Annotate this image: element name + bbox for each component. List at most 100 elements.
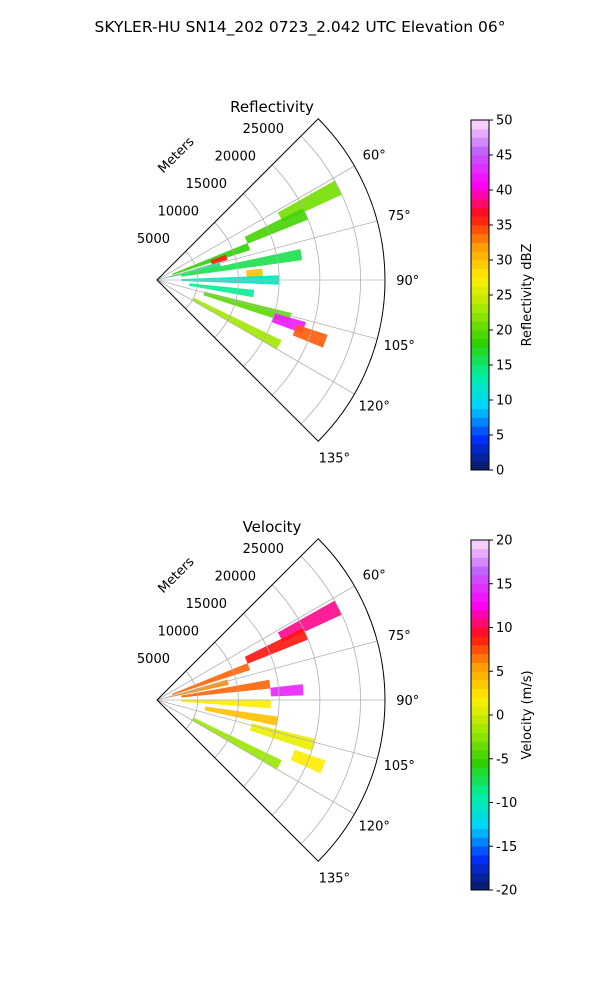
echo-cell — [192, 717, 282, 770]
colorbar-swatch — [471, 233, 489, 243]
echo-cell — [203, 291, 292, 324]
colorbar-swatch — [471, 671, 489, 681]
azimuth-spoke — [156, 699, 378, 760]
echo-cell — [210, 254, 228, 265]
colorbar-tick-label: -5 — [496, 752, 509, 767]
colorbar-tick-label: 25 — [496, 289, 513, 304]
angle-tick-label: 90° — [396, 694, 419, 709]
colorbar-swatch — [471, 557, 489, 567]
colorbar-swatch — [471, 181, 489, 191]
colorbar-swatch — [471, 303, 489, 313]
colorbar-tick-label: 45 — [496, 149, 513, 164]
colorbar-tick-label: 0 — [496, 709, 504, 724]
angle-tick-label: 120° — [359, 819, 390, 834]
colorbar-swatch — [471, 601, 489, 611]
echo-cell — [192, 297, 282, 350]
colorbar-swatch — [471, 172, 489, 182]
colorbar-tick-label: 40 — [496, 184, 513, 199]
colorbar-swatch — [471, 872, 489, 882]
angle-tick-label: 75° — [388, 209, 411, 224]
colorbar-swatch — [471, 697, 489, 707]
colorbar-swatch — [471, 653, 489, 663]
colorbar-swatch — [471, 583, 489, 593]
colorbar-tick-label: 35 — [496, 219, 513, 234]
colorbar-swatch — [471, 260, 489, 270]
colorbar-tick-label: 10 — [496, 621, 513, 636]
angle-tick-label: 135° — [319, 871, 350, 886]
radial-tick-label: 25000 — [243, 542, 284, 557]
colorbar-swatch — [471, 120, 489, 130]
colorbar-swatch — [471, 540, 489, 550]
colorbar-swatch — [471, 435, 489, 445]
figure-title: SKYLER-HU SN14_202 0723_2.042 UTC Elevat… — [95, 18, 506, 37]
colorbar-swatch — [471, 846, 489, 856]
radial-axis-label: Meters — [156, 554, 198, 596]
echo-cell — [189, 283, 255, 298]
colorbar-swatch — [471, 662, 489, 672]
colorbar-swatch — [471, 575, 489, 585]
echo-cell — [172, 243, 251, 276]
colorbar-swatch — [471, 610, 489, 620]
echo-cell — [244, 628, 309, 664]
echo-cell — [246, 268, 263, 278]
echo-cell — [277, 600, 342, 642]
colorbar-swatch — [471, 207, 489, 217]
angle-tick-label: 120° — [359, 399, 390, 414]
radial-tick-label: 20000 — [215, 570, 256, 585]
azimuth-spoke — [156, 279, 355, 395]
echo-layer — [164, 180, 342, 350]
colorbar-swatch — [471, 373, 489, 383]
colorbar-swatch — [471, 443, 489, 453]
colorbar-swatch — [471, 146, 489, 156]
colorbar-swatch — [471, 548, 489, 558]
colorbar-swatch — [471, 636, 489, 646]
echo-cell — [277, 180, 342, 222]
azimuth-spoke — [156, 279, 378, 340]
colorbar-tick-label: 5 — [496, 429, 504, 444]
colorbar-swatch — [471, 338, 489, 348]
angle-tick-label: 135° — [319, 451, 350, 466]
colorbar-tick-label: 0 — [496, 464, 504, 479]
colorbar-swatch — [471, 426, 489, 436]
colorbar-tick-label: -10 — [496, 796, 517, 811]
radial-tick-label: 5000 — [137, 652, 170, 667]
colorbar-swatch — [471, 190, 489, 200]
colorbar-swatch — [471, 627, 489, 637]
radial-tick-label: 25000 — [243, 122, 284, 137]
echo-cell — [244, 208, 309, 244]
colorbar-swatch — [471, 828, 489, 838]
colorbar-tick-label: 20 — [496, 324, 513, 339]
colorbar-swatch — [471, 855, 489, 865]
colorbar-tick-label: -15 — [496, 840, 517, 855]
radial-tick-label: 15000 — [186, 597, 227, 612]
echo-cell — [181, 699, 271, 709]
colorbar-swatch — [471, 802, 489, 812]
colorbar-label: Reflectivity dBZ — [520, 244, 535, 347]
sector-frame — [156, 538, 386, 862]
colorbar-swatch — [471, 688, 489, 698]
colorbar-swatch — [471, 811, 489, 821]
colorbar-swatch — [471, 321, 489, 331]
colorbar-swatch — [471, 155, 489, 165]
colorbar-swatch — [471, 408, 489, 418]
azimuth-spoke — [156, 640, 378, 701]
angle-tick-label: 90° — [396, 274, 419, 289]
colorbar-tick-label: 20 — [496, 534, 513, 549]
colorbar-swatch — [471, 776, 489, 786]
sector-frame — [156, 118, 386, 442]
colorbar-swatch — [471, 452, 489, 462]
echo-cell — [270, 684, 304, 697]
radial-tick-label: 15000 — [186, 177, 227, 192]
colorbar-swatch — [471, 837, 489, 847]
colorbar-swatch — [471, 566, 489, 576]
angle-tick-label: 75° — [388, 629, 411, 644]
colorbar-swatch — [471, 242, 489, 252]
colorbar-swatch — [471, 750, 489, 760]
angle-tick-label: 60° — [363, 149, 386, 164]
colorbar-swatch — [471, 391, 489, 401]
colorbar-swatch — [471, 312, 489, 322]
panel-title: Reflectivity — [230, 98, 314, 116]
colorbar-swatch — [471, 706, 489, 716]
colorbar-swatch — [471, 820, 489, 830]
colorbar-tick-label: 15 — [496, 359, 513, 374]
